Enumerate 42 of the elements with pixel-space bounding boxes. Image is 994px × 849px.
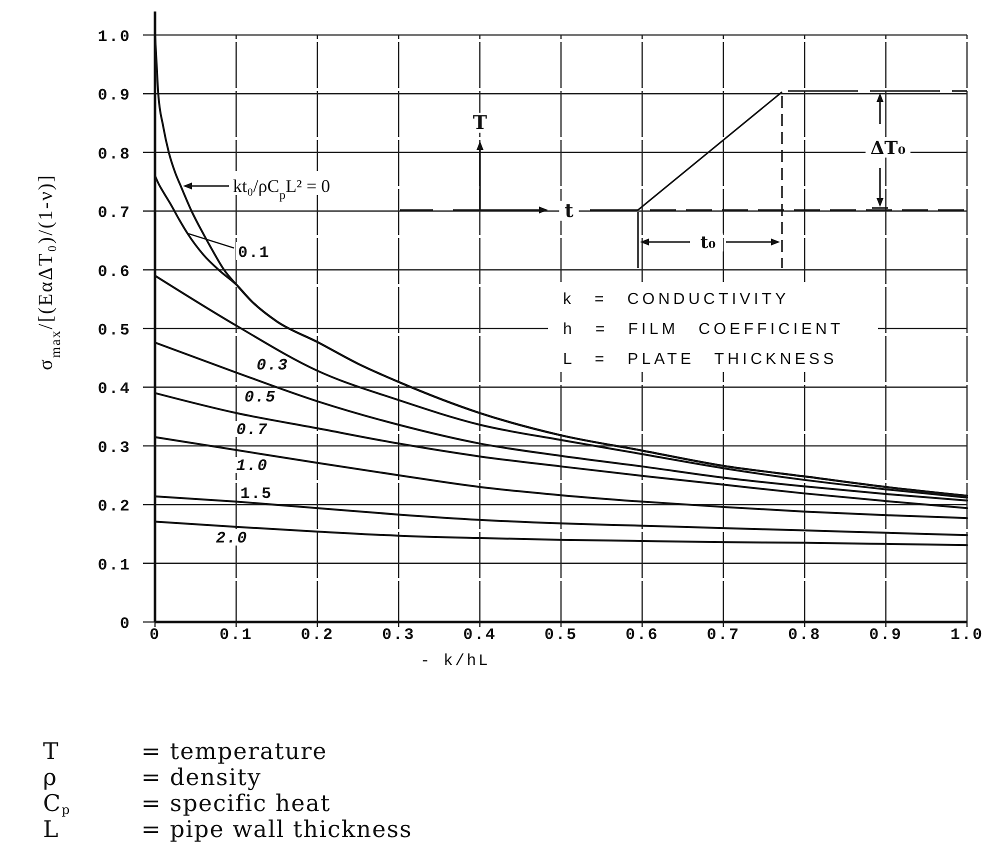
annotation: k = CONDUCTIVITY (563, 291, 790, 308)
x-tick-label: 1.0 (950, 626, 984, 644)
y-tick-label: 0.6 (98, 262, 131, 281)
series-label: 0.1 (238, 244, 270, 262)
annotation: h = FILM COEFFICIENT (563, 321, 844, 338)
series-label: 1.5 (240, 484, 272, 503)
series-label: 0.7 (236, 421, 268, 439)
x-tick-label: 0.6 (626, 626, 659, 644)
annotation: t₀ (700, 233, 716, 253)
x-tick-label: 0.2 (300, 626, 334, 644)
series-label: 0.3 (256, 356, 288, 375)
annotation: t (564, 200, 574, 222)
y-tick-label: 0 (120, 615, 131, 633)
x-tick-label: 0.4 (463, 626, 496, 644)
x-tick-label: 0.9 (869, 626, 902, 644)
y-tick-label: 0.2 (98, 498, 131, 516)
x-tick-label: 0.8 (788, 626, 822, 644)
x-tick-label: 0.5 (544, 626, 578, 644)
y-tick-label: 1.0 (98, 28, 131, 46)
series-label: 0.5 (244, 388, 276, 407)
y-tick-label: 0.4 (98, 380, 131, 398)
legend-label: kt₀/ρC$_{p}$L² = 0 (233, 176, 330, 202)
y-tick-label: 0.5 (98, 321, 131, 340)
series-label: 1.0 (236, 457, 268, 476)
y-tick-label: 0.3 (98, 438, 131, 457)
text: C$_{p}$ = specific heat (43, 791, 331, 817)
annotation: ΔT₀ (870, 138, 906, 159)
text: T = temperature (43, 739, 328, 765)
text: L = pipe wall thickness (43, 817, 412, 843)
text: ρ = density (43, 765, 262, 791)
y-tick-label: 0.1 (98, 556, 131, 574)
x-axis-title: - k/hL (420, 652, 490, 670)
x-tick-label: 0.1 (220, 626, 253, 644)
y-tick-label: 0.9 (98, 86, 131, 105)
y-tick-label: 0.7 (98, 204, 131, 222)
x-tick-label: 0 (149, 626, 161, 644)
annotation: L = PLATE THICKNESS (563, 351, 838, 368)
y-tick-label: 0.8 (98, 145, 131, 164)
x-tick-label: 0.3 (382, 626, 416, 644)
annotation: T (472, 112, 488, 134)
x-tick-label: 0.7 (706, 626, 740, 644)
series-label: 2.0 (216, 530, 248, 548)
